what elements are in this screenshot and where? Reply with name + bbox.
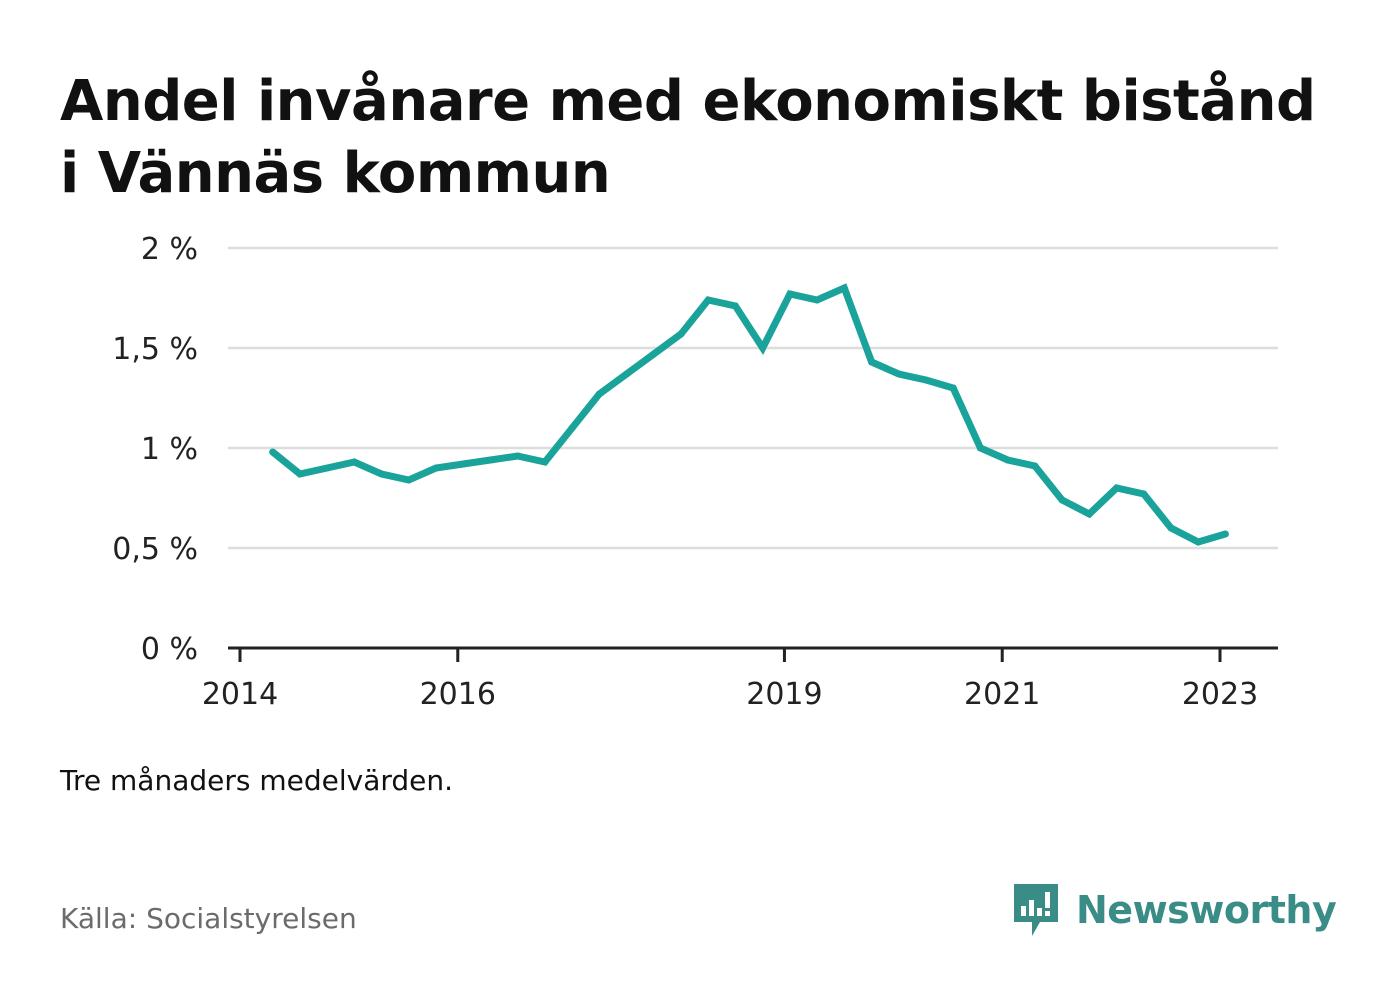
data-point (1221, 530, 1229, 538)
data-point (922, 376, 930, 384)
y-tick-label: 0,5 % (112, 532, 198, 567)
chart-title: Andel invånare med ekonomiskt bistånd i … (60, 69, 1316, 206)
series-line-0 (270, 283, 1227, 546)
source-credit: Källa: Socialstyrelsen (60, 902, 357, 935)
data-point (840, 284, 848, 292)
data-point (296, 470, 304, 478)
data-point (650, 350, 658, 358)
data-point (595, 390, 603, 398)
x-axis-ticks: 2014 2016 2019 2021 2023 (202, 648, 1258, 712)
y-tick-label: 1 % (141, 432, 198, 467)
y-axis-tick-labels: 0 % 0,5 % 1 % 1,5 % 2 % (112, 232, 198, 667)
data-point (350, 458, 358, 466)
data-point (949, 384, 957, 392)
data-point (813, 296, 821, 304)
data-point (269, 448, 277, 456)
data-point (895, 370, 903, 378)
data-point (1031, 462, 1039, 470)
chart-note: Tre månaders medelvärden. (60, 764, 454, 797)
data-point (786, 290, 794, 298)
grid-lines (228, 246, 1278, 550)
data-point (623, 370, 631, 378)
data-point (868, 358, 876, 366)
data-point (731, 302, 739, 310)
data-point (378, 470, 386, 478)
data-point (677, 330, 685, 338)
data-point (1004, 456, 1012, 464)
data-point (704, 296, 712, 304)
data-point (1167, 524, 1175, 532)
data-point (405, 476, 413, 484)
data-point (1194, 538, 1202, 546)
y-tick-label: 2 % (141, 232, 198, 267)
brand-logo: Newsworthy (1010, 880, 1337, 940)
y-tick-label: 1,5 % (112, 332, 198, 367)
data-point (486, 456, 494, 464)
y-tick-label: 0 % (141, 632, 198, 667)
data-point (1085, 510, 1093, 518)
newsworthy-logo-icon (1014, 884, 1058, 936)
x-tick-label: 2021 (964, 677, 1040, 712)
x-tick-label: 2023 (1182, 677, 1258, 712)
data-point (514, 452, 522, 460)
data-point (1058, 496, 1066, 504)
data-point (759, 344, 767, 352)
x-tick-label: 2016 (420, 677, 496, 712)
data-point (568, 424, 576, 432)
brand-name: Newsworthy (1076, 888, 1337, 932)
x-tick-label: 2019 (746, 677, 822, 712)
data-point (1140, 490, 1148, 498)
data-point (432, 464, 440, 472)
x-tick-label: 2014 (202, 677, 278, 712)
data-point (976, 444, 984, 452)
data-point (323, 464, 331, 472)
data-point (459, 460, 467, 468)
series-layer (269, 283, 1229, 546)
data-point (541, 458, 549, 466)
data-point (1113, 484, 1121, 492)
